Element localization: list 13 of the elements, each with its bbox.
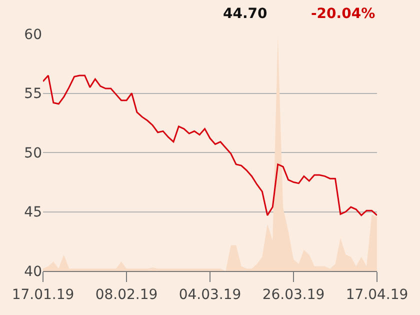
text: -20.04% (311, 6, 376, 22)
x-tick-label: 04.03.19 (178, 286, 242, 303)
y-tick-label: 50 (24, 145, 42, 162)
y-tick-label: 45 (24, 204, 42, 221)
text: 44.70 (223, 6, 268, 22)
x-tick-label: 17.01.19 (12, 286, 74, 303)
y-tick-label: 40 (24, 264, 42, 280)
line-series (43, 74, 377, 216)
y-tick-label: 55 (24, 86, 42, 102)
x-tick-label: 17.04.19 (346, 286, 408, 303)
x-tick-label: 08.02.19 (95, 286, 158, 303)
y-tick-label: 60 (24, 26, 42, 43)
x-tick-label: 26.03.19 (262, 286, 325, 303)
